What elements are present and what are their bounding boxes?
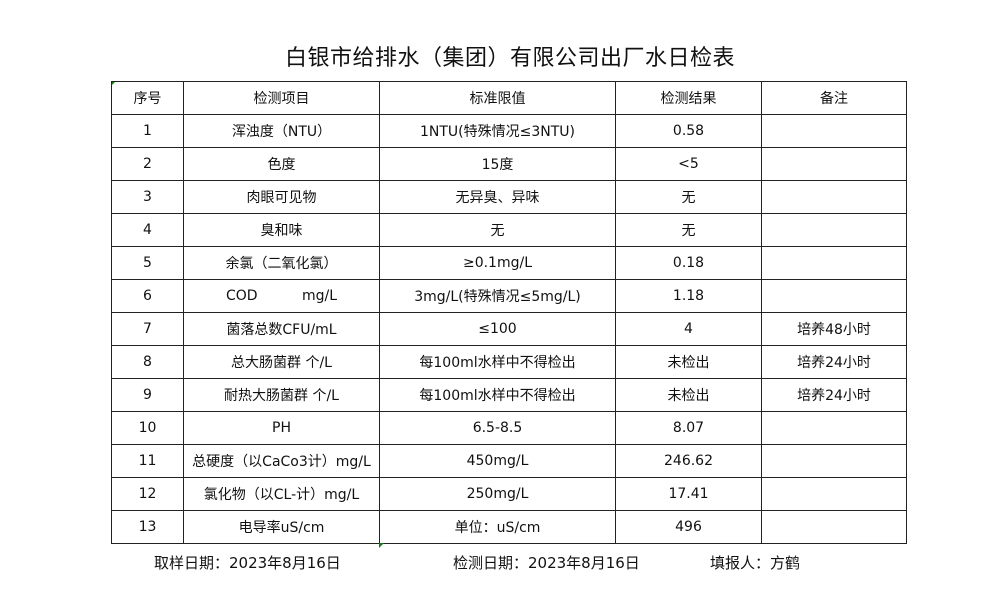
table-row: 3 肉眼可见物 无异臭、异味无 bbox=[111, 180, 907, 214]
cell-index: 7 bbox=[111, 312, 184, 346]
table-row: 10 PH 6.5-8.5 8.07 bbox=[111, 411, 907, 445]
table-header-row: 序号 检测项目 标准限值 检测结果 备注 bbox=[111, 81, 907, 115]
table-row: 9 耐热大肠菌群 个/L 每100ml水样中不得检出 未检出 培养24小时 bbox=[111, 378, 907, 412]
cell-item: 电导率uS/cm bbox=[183, 510, 380, 544]
cell-result: 无 bbox=[615, 213, 762, 247]
cell-remark bbox=[761, 246, 907, 280]
cell-standard: 1NTU(特殊情况≤3NTU) bbox=[379, 114, 616, 148]
cell-remark bbox=[761, 180, 907, 214]
cell-item: 菌落总数CFU/mL bbox=[183, 312, 380, 346]
table-row: 12 氯化物（以CL-计）mg/L 250mg/L 17.41 bbox=[111, 477, 907, 511]
cell-result: 1.18 bbox=[615, 279, 762, 313]
cell-result: 0.18 bbox=[615, 246, 762, 280]
cell-remark bbox=[761, 444, 907, 478]
cell-result: 17.41 bbox=[615, 477, 762, 511]
cell-item: 总硬度（以CaCo3计）mg/L bbox=[183, 444, 380, 478]
cell-item: 总大肠菌群 个/L bbox=[183, 345, 380, 379]
cell-standard: 250mg/L bbox=[379, 477, 616, 511]
cell-result: 246.62 bbox=[615, 444, 762, 478]
cell-standard: ≥0.1mg/L bbox=[379, 246, 616, 280]
cell-standard: 每100ml水样中不得检出 bbox=[379, 378, 616, 412]
table-row: 1 浑浊度（NTU） 1NTU(特殊情况≤3NTU) 0.58 bbox=[111, 114, 907, 148]
page-title: 白银市给排水（集团）有限公司出厂水日检表 bbox=[284, 46, 735, 71]
cell-item: COD mg/L bbox=[183, 279, 380, 313]
cell-index: 10 bbox=[111, 411, 184, 445]
cell-index: 11 bbox=[111, 444, 184, 478]
inspection-table: 序号 检测项目 标准限值 检测结果 备注 1 浑浊度（NTU） 1NTU(特殊情况≤… bbox=[111, 81, 907, 544]
table-row: 8 总大肠菌群 个/L 每100ml水样中不得检出 未检出 培养24小时 bbox=[111, 345, 907, 379]
cell-standard: 无异臭、异味 bbox=[379, 180, 616, 214]
cell-index: 6 bbox=[111, 279, 184, 313]
cell-item: 臭和味 bbox=[183, 213, 380, 247]
cell-result: 未检出 bbox=[615, 345, 762, 379]
cell-result: 8.07 bbox=[615, 411, 762, 445]
cell-marker-icon bbox=[379, 543, 384, 548]
cell-item: 余氯（二氧化氯） bbox=[183, 246, 380, 280]
cell-result: 0.58 bbox=[615, 114, 762, 148]
table-row: 6 COD mg/L 3mg/L(特殊情况≤5mg/L) 1.18 bbox=[111, 279, 907, 313]
cell-index: 1 bbox=[111, 114, 184, 148]
cell-item: 色度 bbox=[183, 147, 380, 181]
table-row: 7 菌落总数CFU/mL ≤100 4 培养48小时 bbox=[111, 312, 907, 346]
cell-remark: 培养48小时 bbox=[761, 312, 907, 346]
cell-remark bbox=[761, 213, 907, 247]
cell-standard: 无 bbox=[379, 213, 616, 247]
cell-item: 氯化物（以CL-计）mg/L bbox=[183, 477, 380, 511]
header-result: 检测结果 bbox=[615, 81, 762, 115]
header-standard: 标准限值 bbox=[379, 81, 616, 115]
cell-result: 无 bbox=[615, 180, 762, 214]
header-item: 检测项目 bbox=[183, 81, 380, 115]
cell-index: 12 bbox=[111, 477, 184, 511]
cell-index: 2 bbox=[111, 147, 184, 181]
cell-result: 496 bbox=[615, 510, 762, 544]
cell-standard: 3mg/L(特殊情况≤5mg/L) bbox=[379, 279, 616, 313]
cell-result: <5 bbox=[615, 147, 762, 181]
cell-result: 4 bbox=[615, 312, 762, 346]
cell-remark bbox=[761, 279, 907, 313]
table-row: 2 色度 15度 <5 bbox=[111, 147, 907, 181]
cell-item: PH bbox=[183, 411, 380, 445]
cell-standard: 6.5-8.5 bbox=[379, 411, 616, 445]
cell-standard: 每100ml水样中不得检出 bbox=[379, 345, 616, 379]
cell-item: 浑浊度（NTU） bbox=[183, 114, 380, 148]
cell-index: 13 bbox=[111, 510, 184, 544]
cell-remark bbox=[761, 114, 907, 148]
cell-item: 肉眼可见物 bbox=[183, 180, 380, 214]
table-row: 4 臭和味无无 bbox=[111, 213, 907, 247]
cell-index: 8 bbox=[111, 345, 184, 379]
cell-standard: 450mg/L bbox=[379, 444, 616, 478]
sample-date: 取样日期：2023年8月16日 bbox=[154, 554, 341, 572]
table-row: 13 电导率uS/cm 单位：uS/cm 496 bbox=[111, 510, 907, 544]
cell-item: 耐热大肠菌群 个/L bbox=[183, 378, 380, 412]
cell-standard: 15度 bbox=[379, 147, 616, 181]
cell-remark: 培养24小时 bbox=[761, 345, 907, 379]
cell-remark bbox=[761, 147, 907, 181]
table-row: 5 余氯（二氧化氯） ≥0.1mg/L 0.18 bbox=[111, 246, 907, 280]
cell-remark bbox=[761, 477, 907, 511]
cell-remark bbox=[761, 411, 907, 445]
cell-index: 3 bbox=[111, 180, 184, 214]
reporter: 填报人：方鹤 bbox=[710, 554, 801, 572]
header-index: 序号 bbox=[111, 81, 184, 115]
cell-standard: 单位：uS/cm bbox=[379, 510, 616, 544]
cell-remark: 培养24小时 bbox=[761, 378, 907, 412]
cell-index: 9 bbox=[111, 378, 184, 412]
table-row: 11 总硬度（以CaCo3计）mg/L 450mg/L 246.62 bbox=[111, 444, 907, 478]
test-date: 检测日期：2023年8月16日 bbox=[453, 554, 640, 572]
header-remark: 备注 bbox=[761, 81, 907, 115]
cell-standard: ≤100 bbox=[379, 312, 616, 346]
cell-index: 5 bbox=[111, 246, 184, 280]
cell-remark bbox=[761, 510, 907, 544]
cell-result: 未检出 bbox=[615, 378, 762, 412]
cell-index: 4 bbox=[111, 213, 184, 247]
